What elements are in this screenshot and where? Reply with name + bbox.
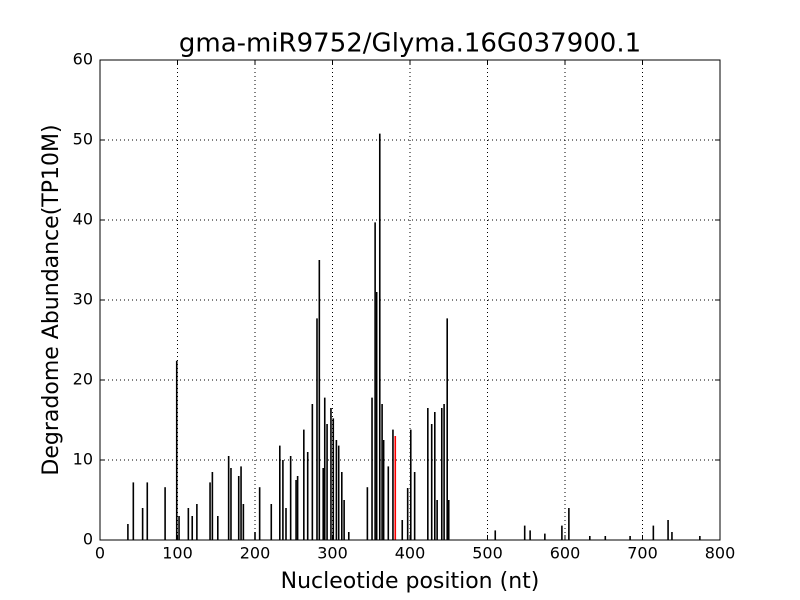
x-tick-label: 400 — [395, 544, 426, 563]
x-tick-label: 500 — [472, 544, 503, 563]
x-tick-label: 800 — [705, 544, 736, 563]
x-tick-label: 0 — [95, 544, 105, 563]
plot-frame — [99, 59, 721, 541]
y-tick-label: 0 — [83, 530, 93, 549]
y-tick-label: 50 — [73, 130, 93, 149]
x-axis-label: Nucleotide position (nt) — [281, 569, 540, 594]
x-tick-label: 300 — [317, 544, 348, 563]
y-tick-label: 20 — [73, 370, 93, 389]
y-axis-label: Degradome Abundance(TP10M) — [39, 124, 64, 475]
x-tick-label: 700 — [627, 544, 658, 563]
y-tick-label: 10 — [73, 450, 93, 469]
x-tick-label: 200 — [240, 544, 271, 563]
chart-title: gma-miR9752/Glyma.16G037900.1 — [179, 29, 641, 59]
x-tick-label: 100 — [162, 544, 193, 563]
x-tick-label: 600 — [550, 544, 581, 563]
y-tick-label: 30 — [73, 290, 93, 309]
y-tick-label: 60 — [73, 50, 93, 69]
y-tick-label: 40 — [73, 210, 93, 229]
